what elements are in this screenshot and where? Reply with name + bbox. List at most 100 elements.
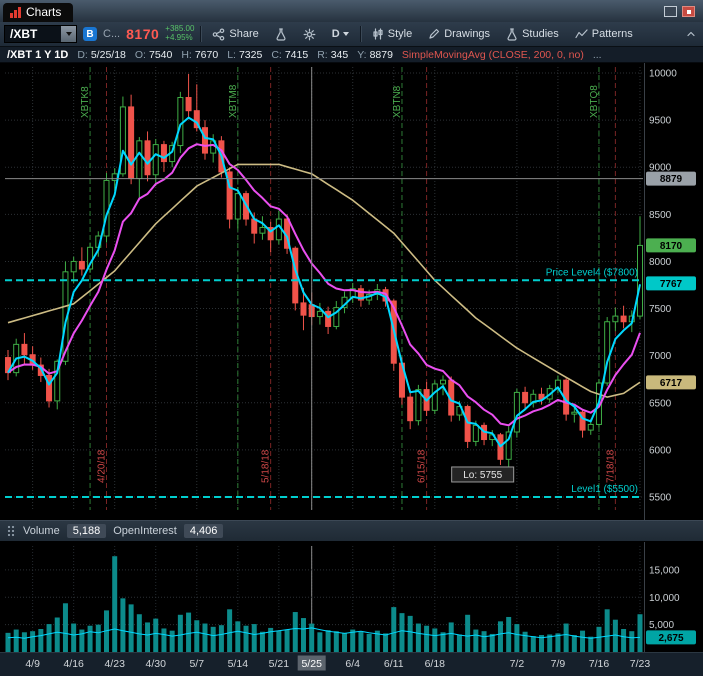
flask-icon xyxy=(507,27,517,41)
svg-text:9500: 9500 xyxy=(649,116,672,127)
svg-text:15,000: 15,000 xyxy=(649,565,680,576)
svg-text:6/18: 6/18 xyxy=(425,658,446,670)
field-label: Y: xyxy=(357,48,367,61)
svg-text:7/2: 7/2 xyxy=(510,658,525,670)
maximize-icon[interactable] xyxy=(664,6,677,17)
y-field: Y: 8879 xyxy=(357,49,393,61)
svg-text:5/18/18: 5/18/18 xyxy=(261,449,272,483)
svg-text:4/9: 4/9 xyxy=(25,658,40,670)
svg-text:Level1 ($5500): Level1 ($5500) xyxy=(571,484,638,495)
sma200-line xyxy=(7,163,641,398)
field-value: 5/25/18 xyxy=(90,48,126,61)
svg-text:6/4: 6/4 xyxy=(345,658,360,670)
study-more[interactable]: ... xyxy=(592,48,602,61)
svg-text:7/23: 7/23 xyxy=(630,658,651,670)
chevron-down-icon xyxy=(342,32,349,36)
studies-button[interactable]: Studies xyxy=(501,26,564,43)
flask-icon xyxy=(276,27,286,41)
field-label: C: xyxy=(271,48,282,61)
divider xyxy=(359,26,361,42)
quick-study-button[interactable] xyxy=(270,26,292,43)
date-field: D: 5/25/18 xyxy=(77,49,126,61)
svg-text:10,000: 10,000 xyxy=(649,593,680,604)
volume-axis-badge: 2,675 xyxy=(646,630,696,645)
svg-text:7/9: 7/9 xyxy=(551,658,566,670)
svg-text:8879: 8879 xyxy=(660,174,683,185)
volume-pane-header[interactable]: Volume 5,188 OpenInterest 4,406 xyxy=(0,520,703,542)
svg-text:5500: 5500 xyxy=(649,493,672,504)
window-controls xyxy=(664,6,703,22)
studies-label: Studies xyxy=(522,28,559,40)
chart-info-bar: /XBT 1 Y 1D D: 5/25/18 O: 7540 H: 7670 L: 73… xyxy=(0,46,703,63)
volume-grid: 5,000 10,000 15,000 xyxy=(5,565,680,631)
price-chart-canvas[interactable]: 5500 6000 6500 7000 7500 8000 8500 9000 9500 1000… xyxy=(0,63,703,676)
change-percent: +4.95% xyxy=(165,33,193,42)
field-label: L: xyxy=(227,48,236,61)
svg-text:4/23: 4/23 xyxy=(104,658,125,670)
drawings-button[interactable]: Drawings xyxy=(423,26,495,42)
svg-text:4/16: 4/16 xyxy=(63,658,84,670)
svg-text:7000: 7000 xyxy=(649,351,672,362)
svg-text:7500: 7500 xyxy=(649,304,672,315)
share-button[interactable]: Share xyxy=(207,26,263,43)
chart-settings-button[interactable] xyxy=(298,26,321,43)
last-price: 8170 xyxy=(126,26,160,42)
low-field: L: 7325 xyxy=(227,49,262,61)
price-grid: 5500 6000 6500 7000 7500 8000 8500 9000 9500 1000… xyxy=(5,69,677,504)
symbol-box: /XBT xyxy=(4,25,77,43)
chart-toolbar: /XBT B C... 8170 +385.00 +4.95% Share D … xyxy=(0,22,703,46)
date-labels: 4/9 4/16 4/23 4/30 5/7 5/14 5/21 5/25 6/4 6/11 6/1… xyxy=(25,655,651,671)
open-field: O: 7540 xyxy=(135,49,172,61)
price-level-lines[interactable]: Price Level4 ($7800) Level1 ($5500) xyxy=(5,267,643,498)
svg-text:7/18/18: 7/18/18 xyxy=(605,449,616,483)
share-label: Share xyxy=(229,28,259,40)
field-value: 7670 xyxy=(194,48,219,61)
high-field: H: 7670 xyxy=(181,49,218,61)
volume-label: Volume xyxy=(23,525,60,537)
field-value: 345 xyxy=(330,48,349,61)
drag-handle-icon[interactable] xyxy=(7,524,16,538)
price-axis-badges: 8879 8170 7767 6717 xyxy=(646,171,696,390)
fast-ma-line xyxy=(7,116,641,448)
date-axis[interactable] xyxy=(0,652,703,676)
study-label[interactable]: SimpleMovingAvg (CLOSE, 200, 0, no) xyxy=(401,48,584,61)
svg-text:6717: 6717 xyxy=(660,378,683,389)
field-value: 7415 xyxy=(284,48,309,61)
charts-tab[interactable]: Charts xyxy=(3,3,74,22)
svg-text:XBTQ8: XBTQ8 xyxy=(589,85,600,118)
patterns-button[interactable]: Patterns xyxy=(570,26,638,42)
bid-badge[interactable]: B xyxy=(83,27,97,41)
symbol-input[interactable]: /XBT xyxy=(10,27,38,41)
price-change: +385.00 +4.95% xyxy=(165,24,194,43)
svg-text:Price Level4 ($7800): Price Level4 ($7800) xyxy=(546,267,638,278)
svg-text:2,675: 2,675 xyxy=(658,633,683,644)
chevron-up-icon xyxy=(687,31,695,37)
svg-text:5/21: 5/21 xyxy=(269,658,290,670)
timeframe-button[interactable]: D xyxy=(327,26,354,42)
svg-text:9000: 9000 xyxy=(649,163,672,174)
svg-text:XBTN8: XBTN8 xyxy=(392,85,403,118)
event-lines: 4/20/18 5/18/18 6/15/18 7/18/18 xyxy=(96,67,616,510)
divider xyxy=(200,26,202,42)
gear-icon xyxy=(303,28,316,40)
symbol-dropdown-button[interactable] xyxy=(61,26,76,42)
close-icon[interactable] xyxy=(682,6,695,17)
close-field: C: 7415 xyxy=(271,49,308,61)
open-interest-line xyxy=(7,627,641,639)
volume-value: 5,188 xyxy=(66,524,107,538)
svg-text:6000: 6000 xyxy=(649,445,672,456)
svg-text:4/20/18: 4/20/18 xyxy=(96,449,107,483)
svg-text:10000: 10000 xyxy=(649,69,677,80)
collapse-toolbar-button[interactable] xyxy=(683,26,699,42)
field-label: O: xyxy=(134,48,146,61)
style-button[interactable]: Style xyxy=(367,26,417,42)
field-value: 7325 xyxy=(238,48,263,61)
charts-tab-label: Charts xyxy=(26,5,62,19)
zigzag-pattern-icon xyxy=(575,29,588,39)
chart-area: 5500 6000 6500 7000 7500 8000 8500 9000 9500 1000… xyxy=(0,63,703,676)
svg-text:7/16: 7/16 xyxy=(589,658,610,670)
title-bar: Charts xyxy=(0,0,703,22)
open-interest-value: 4,406 xyxy=(183,524,224,538)
low-marker-tooltip: Lo: 5755 xyxy=(451,466,515,483)
svg-text:4/30: 4/30 xyxy=(146,658,167,670)
